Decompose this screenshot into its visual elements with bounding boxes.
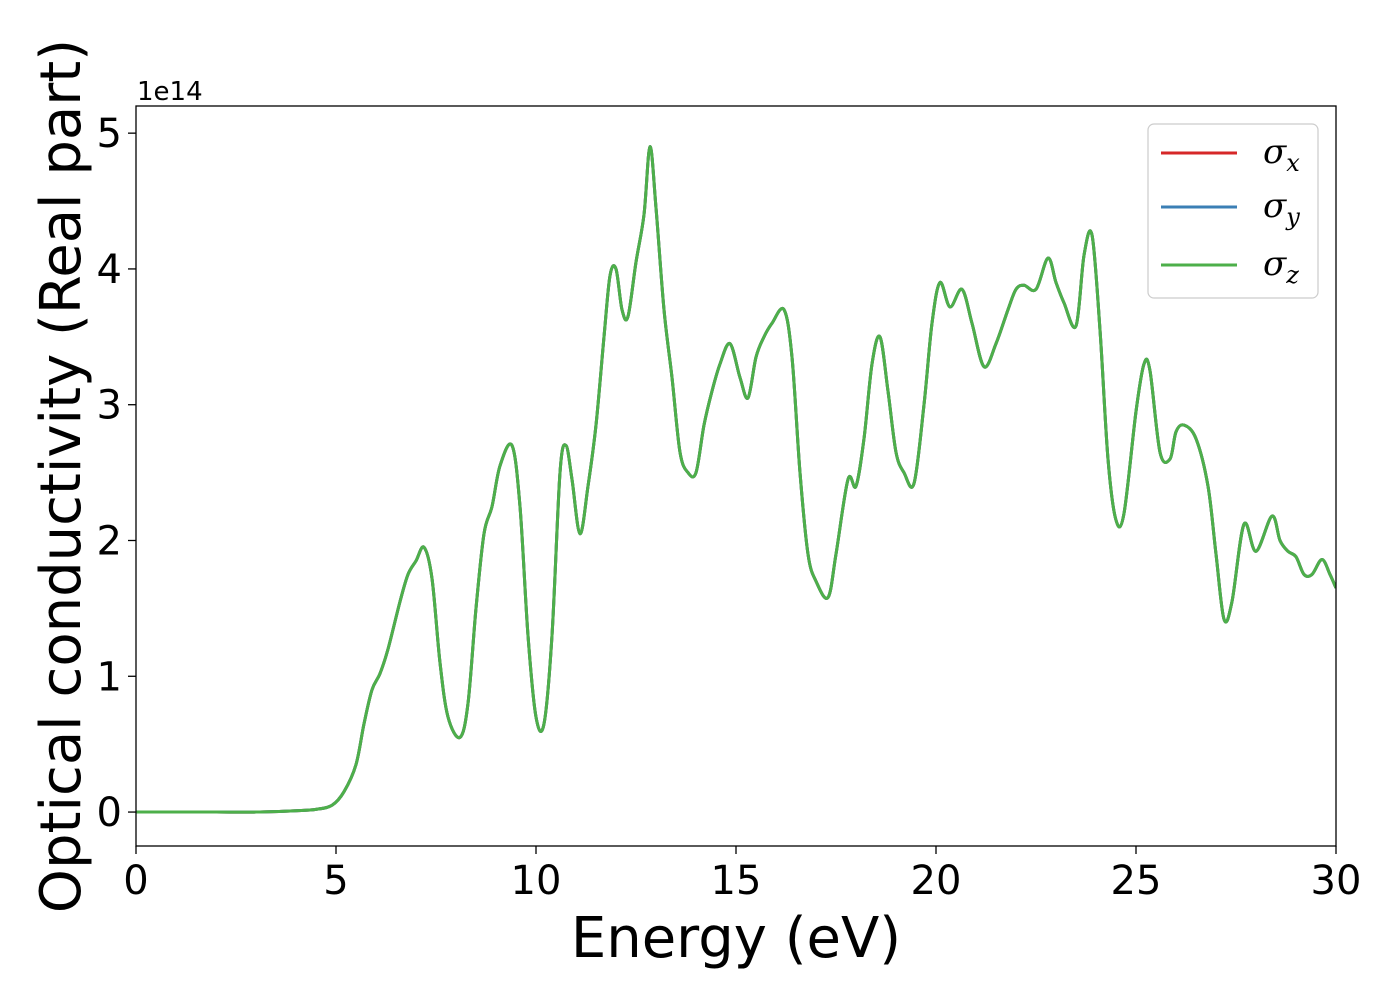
x-tick-label: 15 bbox=[711, 858, 762, 904]
ticks-layer: 0 5 10 15 20 25 30 0 1 2 3 4 5 bbox=[97, 111, 1362, 904]
legend-label-z: σz bbox=[1263, 244, 1299, 289]
legend-box bbox=[1147, 123, 1319, 299]
y-tick-label: 1 bbox=[97, 654, 122, 700]
x-tick-label: 0 bbox=[123, 858, 148, 904]
y-tick-label: 2 bbox=[97, 518, 122, 564]
x-axis-label: Energy (eV) bbox=[571, 906, 901, 971]
legend-label-x: σx bbox=[1263, 132, 1300, 177]
y-tick-label: 0 bbox=[97, 790, 122, 836]
y-tick-label: 5 bbox=[97, 111, 122, 157]
y-tick-label: 3 bbox=[97, 383, 122, 429]
x-tick-label: 30 bbox=[1311, 858, 1362, 904]
legend: σx σy σz bbox=[1147, 123, 1319, 299]
x-tick-label: 10 bbox=[511, 858, 562, 904]
series-line-z bbox=[136, 145, 1336, 814]
plot-layer bbox=[136, 145, 1336, 814]
legend-label-y: σy bbox=[1263, 186, 1300, 231]
y-offset-label: 1e14 bbox=[137, 77, 203, 107]
y-axis-label: Optical conductivity (Real part) bbox=[29, 39, 94, 913]
x-tick-label: 25 bbox=[1111, 858, 1162, 904]
y-tick-label: 4 bbox=[97, 247, 122, 293]
x-tick-label: 20 bbox=[911, 858, 962, 904]
x-tick-label: 5 bbox=[323, 858, 348, 904]
